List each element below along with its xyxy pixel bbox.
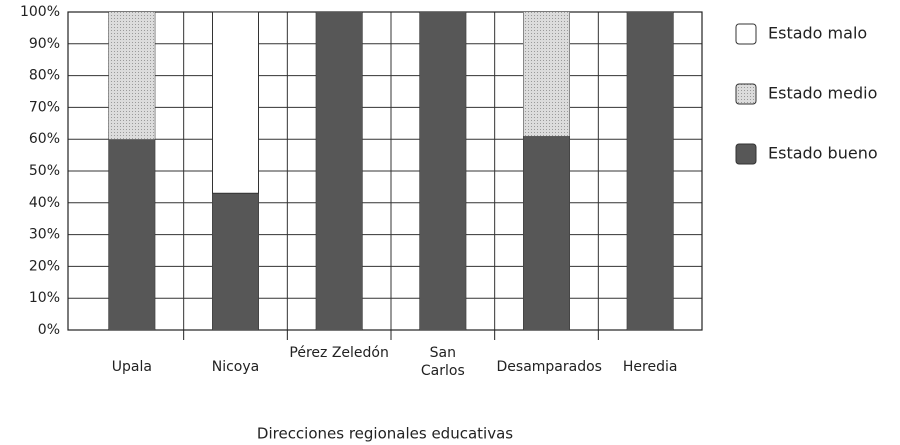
legend-swatch (735, 143, 757, 165)
bar-segment (316, 12, 363, 330)
bar-segment (419, 12, 466, 330)
legend-label: Estado malo (768, 24, 867, 43)
x-tick-label: Pérez Zeledón (289, 345, 389, 361)
y-tick-label: 10% (29, 290, 60, 306)
legend-label: Estado bueno (768, 144, 878, 163)
x-tick-label: Heredia (622, 359, 678, 375)
legend-swatch (735, 83, 757, 105)
y-tick-label: 80% (29, 68, 60, 84)
x-tick-label: Nicoya (211, 359, 260, 375)
x-tick-label: Upala (111, 359, 152, 375)
x-axis-label: Direcciones regionales educativas (257, 425, 513, 443)
y-tick-label: 30% (29, 227, 60, 243)
y-tick-label: 60% (29, 131, 60, 147)
y-tick-label: 0% (38, 322, 60, 338)
x-tick-label: Desamparados (496, 359, 602, 375)
y-tick-label: 100% (20, 4, 60, 20)
bar-segment (212, 193, 259, 330)
bar-segment (523, 136, 570, 330)
bar-segment (108, 139, 155, 330)
y-tick-label: 70% (29, 99, 60, 115)
bar-segment (108, 12, 155, 140)
bar-segment (523, 12, 570, 137)
y-tick-label: 20% (29, 258, 60, 274)
legend-swatch (735, 23, 757, 45)
y-tick-label: 50% (29, 163, 60, 179)
bar-segment (627, 12, 674, 330)
legend-label: Estado medio (768, 84, 877, 103)
y-tick-label: 90% (29, 36, 60, 52)
x-tick-label: San Carlos (420, 345, 465, 379)
y-tick-label: 40% (29, 195, 60, 211)
plot-frame (67, 11, 703, 331)
bar-segment (212, 11, 259, 194)
